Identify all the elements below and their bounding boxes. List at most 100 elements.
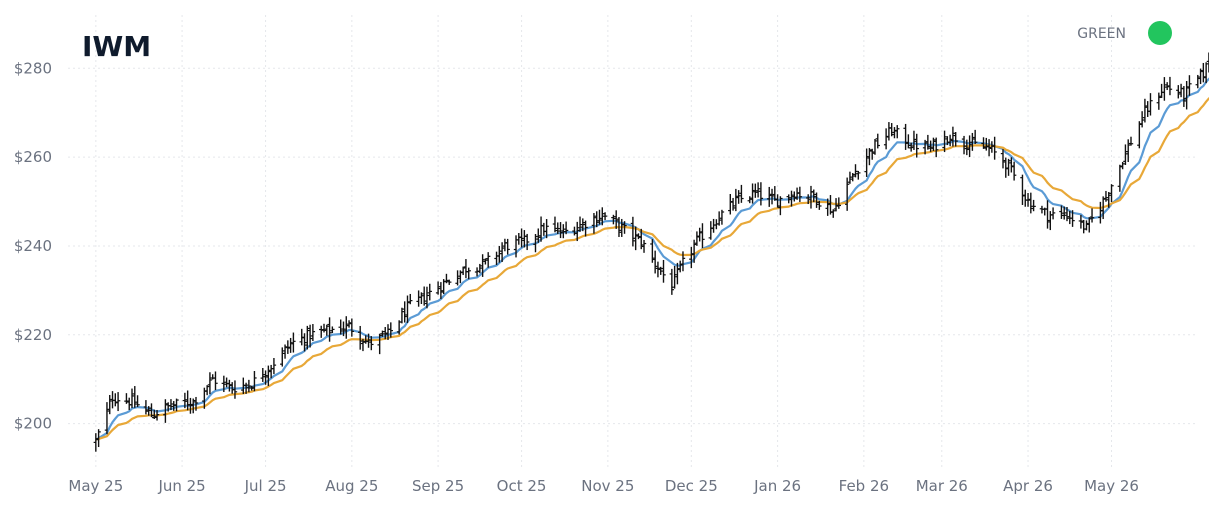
ohlc-bar <box>1087 217 1092 233</box>
ohlc-bar <box>814 192 819 208</box>
ohlc-bar <box>594 211 599 228</box>
ohlc-bar <box>552 216 558 233</box>
ohlc-bar <box>380 330 385 337</box>
ohlc-bar <box>174 398 179 412</box>
ohlc-bar <box>519 228 524 248</box>
ohlc-bar <box>249 385 254 391</box>
ohlc-bar <box>658 266 663 275</box>
status-dot <box>1148 21 1172 45</box>
ohlc-bar <box>669 268 675 295</box>
ohlc-bar <box>1123 144 1128 165</box>
ohlc-bar <box>981 137 986 149</box>
ohlc-bar <box>499 242 505 262</box>
ohlc-bar <box>847 171 853 184</box>
ohlc-bar <box>271 357 277 375</box>
ohlc-bar <box>680 251 686 272</box>
ohlc-bar <box>1117 164 1123 192</box>
ohlc-bar <box>711 218 716 233</box>
ohlc-bar <box>1103 190 1109 202</box>
ohlc-bar <box>961 135 967 155</box>
ohlc-bar <box>733 188 739 212</box>
ohlc-bar <box>853 164 858 178</box>
ohlc-bar <box>580 218 586 232</box>
ohlc-bar <box>953 132 958 147</box>
ohlc-bar <box>243 382 249 394</box>
ohlc-bar <box>191 398 196 414</box>
ohlc-bar <box>455 270 460 286</box>
ohlc-bar <box>630 216 636 247</box>
ohlc-bar <box>463 259 469 279</box>
ohlc-bar <box>1009 157 1014 173</box>
ohlc-bar <box>341 321 346 337</box>
ohlc-bar <box>561 224 566 239</box>
ohlc-bar <box>207 372 213 395</box>
ohlc-bar <box>850 173 855 182</box>
ohlc-bar <box>497 246 502 263</box>
x-tick-label: Apr 26 <box>1003 477 1053 495</box>
ohlc-bar <box>1145 101 1150 117</box>
ohlc-bar <box>778 196 783 216</box>
ohlc-bar <box>677 260 683 273</box>
y-tick-label: $240 <box>14 237 52 255</box>
ohlc-bar <box>611 214 616 225</box>
ohlc-bar <box>1106 192 1111 208</box>
ohlc-bar <box>444 273 449 284</box>
ohlc-bar <box>1098 201 1103 224</box>
x-tick-label: May 26 <box>1084 477 1139 495</box>
x-tick-label: Oct 25 <box>497 477 547 495</box>
ohlc-bar <box>291 332 296 353</box>
y-tick-label: $220 <box>14 326 52 344</box>
ohlc-bar <box>349 318 355 337</box>
ohlc-bar <box>728 193 733 215</box>
ohlc-bar <box>967 135 972 158</box>
ohlc-bar <box>639 228 644 250</box>
ohlc-bar <box>652 250 658 274</box>
ohlc-bar <box>424 286 430 309</box>
ema-fast-line <box>95 77 1209 441</box>
ohlc-bar <box>1142 98 1148 123</box>
ohlc-bar <box>152 409 157 419</box>
ohlc-bar <box>753 183 758 198</box>
ohlc-bar <box>747 196 752 204</box>
ohlc-bar <box>844 177 850 211</box>
ohlc-bar <box>1162 77 1167 101</box>
ohlc-bar <box>558 222 563 239</box>
ohlc-bar <box>104 402 110 435</box>
ohlc-bar <box>716 211 722 226</box>
ohlc-bar <box>1078 214 1084 229</box>
ohlc-bar <box>360 338 366 352</box>
ohlc-bar <box>883 128 889 150</box>
ohlc-bar <box>691 239 697 263</box>
ohlc-bar <box>992 136 997 160</box>
ohlc-bar <box>817 200 822 210</box>
ohlc-bar <box>597 209 602 225</box>
ohlc-bar <box>1100 196 1106 220</box>
ohlc-bar <box>232 380 238 399</box>
ohlc-bar <box>346 320 352 328</box>
ohlc-bar <box>964 139 970 156</box>
ohlc-bar <box>825 198 830 216</box>
y-tick-label: $260 <box>14 148 52 166</box>
ohlc-bar <box>1081 219 1086 234</box>
status-label: GREEN <box>1077 26 1126 42</box>
ohlc-bar <box>972 129 978 145</box>
ema-lines <box>95 77 1209 441</box>
ohlc-bar <box>124 393 129 404</box>
ohlc-bar <box>730 197 736 211</box>
ohlc-bar <box>1148 93 1153 116</box>
ohlc-bar <box>1062 206 1067 220</box>
ohlc-bar <box>369 336 374 351</box>
ohlc-bar <box>516 232 521 245</box>
ohlc-bar <box>129 388 135 408</box>
ohlc-bar <box>282 344 288 359</box>
ohlc-bar <box>867 148 872 166</box>
ohlc-bar <box>185 390 190 411</box>
ohlc-bar <box>143 400 149 415</box>
ohlc-bar <box>1156 92 1162 110</box>
ohlc-bar <box>797 186 803 202</box>
ohlc-bar <box>970 132 975 151</box>
ohlc-bar <box>307 324 313 348</box>
ohlc-bar <box>310 324 316 342</box>
ohlc-bar <box>1198 68 1203 85</box>
